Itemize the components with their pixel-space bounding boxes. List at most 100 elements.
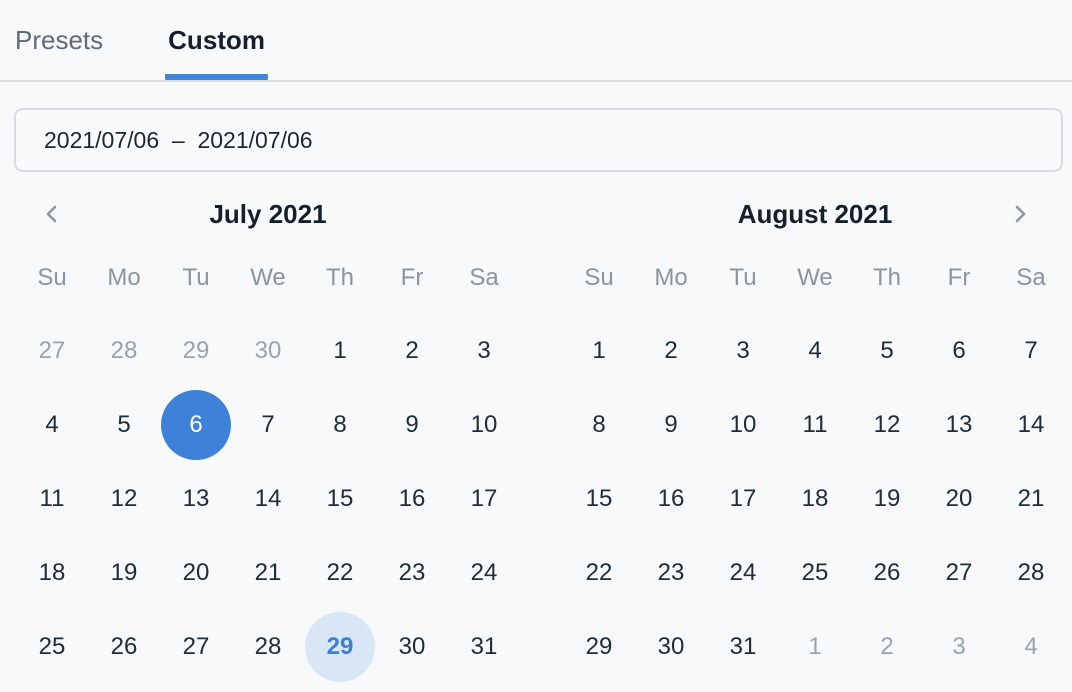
day-cell[interactable]: 1 [563, 314, 635, 388]
day-cell[interactable]: 27 [16, 314, 88, 388]
day-cell[interactable]: 5 [851, 314, 923, 388]
day-cell[interactable]: 29 [304, 610, 376, 684]
day-cell[interactable]: 11 [779, 388, 851, 462]
day-number: 25 [801, 559, 829, 586]
day-number: 3 [736, 337, 750, 364]
day-cell[interactable]: 8 [563, 388, 635, 462]
day-cell[interactable]: 27 [923, 536, 995, 610]
tab-custom-label: Custom [168, 24, 265, 55]
day-cell[interactable]: 30 [376, 610, 448, 684]
day-cell[interactable]: 21 [232, 536, 304, 610]
day-cell[interactable]: 1 [779, 610, 851, 684]
day-cell[interactable]: 11 [16, 462, 88, 536]
day-cell[interactable]: 28 [232, 610, 304, 684]
day-cell[interactable]: 26 [88, 610, 160, 684]
day-cell[interactable]: 2 [376, 314, 448, 388]
day-number: 30 [254, 337, 282, 364]
day-cell[interactable]: 3 [448, 314, 520, 388]
day-cell[interactable]: 10 [448, 388, 520, 462]
day-cell[interactable]: 8 [304, 388, 376, 462]
day-cell[interactable]: 21 [995, 462, 1067, 536]
day-cell[interactable]: 14 [232, 462, 304, 536]
day-cell[interactable]: 24 [448, 536, 520, 610]
day-number: 16 [398, 485, 426, 512]
day-cell[interactable]: 25 [779, 536, 851, 610]
weekday-label: Fr [400, 264, 424, 291]
day-cell[interactable]: 25 [16, 610, 88, 684]
day-cell[interactable]: 7 [232, 388, 304, 462]
day-number: 24 [470, 559, 498, 586]
day-number: 10 [470, 411, 498, 438]
day-number: 30 [398, 633, 426, 660]
tab-custom[interactable]: Custom [165, 0, 268, 80]
day-cell[interactable]: 19 [88, 536, 160, 610]
day-cell[interactable]: 7 [995, 314, 1067, 388]
day-cell[interactable]: 2 [635, 314, 707, 388]
day-cell[interactable]: 26 [851, 536, 923, 610]
day-cell[interactable]: 24 [707, 536, 779, 610]
prev-month-button[interactable] [34, 196, 70, 232]
weekday-label: We [250, 264, 286, 291]
day-cell[interactable]: 19 [851, 462, 923, 536]
day-cell[interactable]: 5 [88, 388, 160, 462]
day-cell[interactable]: 16 [635, 462, 707, 536]
day-cell[interactable]: 31 [707, 610, 779, 684]
day-cell[interactable]: 20 [160, 536, 232, 610]
day-cell[interactable]: 31 [448, 610, 520, 684]
day-number: 15 [326, 485, 354, 512]
day-number: 16 [657, 485, 685, 512]
day-cell[interactable]: 29 [160, 314, 232, 388]
day-cell[interactable]: 18 [16, 536, 88, 610]
day-cell[interactable]: 15 [563, 462, 635, 536]
day-cell[interactable]: 29 [563, 610, 635, 684]
day-cell[interactable]: 16 [376, 462, 448, 536]
day-cell[interactable]: 23 [376, 536, 448, 610]
day-cell[interactable]: 13 [923, 388, 995, 462]
day-cell[interactable]: 18 [779, 462, 851, 536]
weekday-label: Su [37, 264, 67, 291]
day-cell[interactable]: 30 [635, 610, 707, 684]
day-number: 6 [952, 337, 966, 364]
date-range-input[interactable]: 2021/07/06 – 2021/07/06 [14, 108, 1063, 172]
day-cell[interactable]: 28 [995, 536, 1067, 610]
day-cell[interactable]: 20 [923, 462, 995, 536]
day-cell[interactable]: 15 [304, 462, 376, 536]
weekday-label: Fr [947, 264, 971, 291]
day-cell[interactable]: 13 [160, 462, 232, 536]
day-cell[interactable]: 4 [779, 314, 851, 388]
day-cell[interactable]: 9 [376, 388, 448, 462]
day-cell[interactable]: 27 [160, 610, 232, 684]
day-cell[interactable]: 12 [851, 388, 923, 462]
day-number: 2 [880, 633, 894, 660]
day-cell[interactable]: 9 [635, 388, 707, 462]
day-cell[interactable]: 4 [995, 610, 1067, 684]
day-number: 14 [1017, 411, 1045, 438]
day-cell[interactable]: 3 [923, 610, 995, 684]
day-cell[interactable]: 14 [995, 388, 1067, 462]
day-cell[interactable]: 1 [304, 314, 376, 388]
day-cell[interactable]: 22 [563, 536, 635, 610]
day-cell[interactable]: 4 [16, 388, 88, 462]
day-cell[interactable]: 12 [88, 462, 160, 536]
tab-presets[interactable]: Presets [15, 0, 103, 80]
day-number: 13 [182, 485, 210, 512]
day-grid: 1 2 3 4 5 6 7 8 9 10 11 12 13 14 15 16 17 18 19 20 21 22 23 24 2… [563, 314, 1067, 684]
day-cell[interactable]: 23 [635, 536, 707, 610]
day-cell[interactable]: 17 [707, 462, 779, 536]
next-month-button[interactable] [1002, 196, 1038, 232]
day-number: 22 [326, 559, 354, 586]
day-number: 15 [585, 485, 613, 512]
day-cell[interactable]: 3 [707, 314, 779, 388]
day-cell[interactable]: 17 [448, 462, 520, 536]
day-cell[interactable]: 22 [304, 536, 376, 610]
day-cell[interactable]: 10 [707, 388, 779, 462]
day-number: 2 [664, 337, 678, 364]
day-number: 5 [117, 411, 131, 438]
day-cell[interactable]: 2 [851, 610, 923, 684]
day-cell[interactable]: 28 [88, 314, 160, 388]
day-number: 29 [585, 633, 613, 660]
day-cell[interactable]: 6 [923, 314, 995, 388]
day-number: 23 [398, 559, 426, 586]
day-cell[interactable]: 6 [160, 388, 232, 462]
day-cell[interactable]: 30 [232, 314, 304, 388]
